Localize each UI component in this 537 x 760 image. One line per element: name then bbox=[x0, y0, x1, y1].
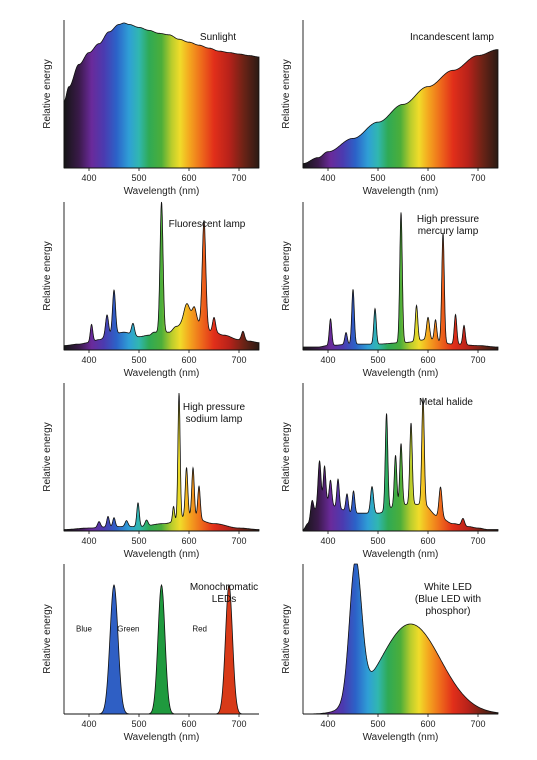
x-tick-label: 500 bbox=[131, 719, 146, 729]
chart-sodium-lamp: 400 500 600 700 Wavelength (nm) Relative ener… bbox=[42, 383, 260, 560]
chart-sunlight: 400 500 600 700 Wavelength (nm) Relative ener… bbox=[42, 20, 260, 197]
x-tick-label: 600 bbox=[420, 536, 435, 546]
spectrum-curve bbox=[302, 397, 499, 532]
chart-title-line: Sunlight bbox=[200, 32, 236, 43]
y-axis-label: Relative energy bbox=[281, 59, 292, 128]
x-tick-label: 500 bbox=[131, 173, 146, 183]
chart-incandescent-lamp: 400 500 600 700 Wavelength (nm) Relative ener… bbox=[281, 20, 499, 197]
chart-title-line: White LED bbox=[424, 582, 472, 593]
x-tick-label: 400 bbox=[320, 719, 335, 729]
x-tick-label: 700 bbox=[470, 536, 485, 546]
x-tick-label: 700 bbox=[231, 355, 246, 365]
x-axis-label: Wavelength (nm) bbox=[124, 732, 200, 743]
spectrum-curve bbox=[302, 212, 499, 351]
y-axis-label: Relative energy bbox=[281, 241, 292, 310]
y-axis-label: Relative energy bbox=[42, 59, 53, 128]
chart-white-led: 400 500 600 700 Wavelength (nm) Relative ener… bbox=[281, 563, 499, 743]
chart-title-line: Incandescent lamp bbox=[410, 32, 494, 43]
chart-title-line: Monochromatic bbox=[190, 582, 258, 593]
spectrum-curve bbox=[303, 563, 499, 715]
x-tick-label: 600 bbox=[420, 173, 435, 183]
x-tick-label: 400 bbox=[81, 719, 96, 729]
x-tick-label: 500 bbox=[370, 173, 385, 183]
x-tick-label: 500 bbox=[370, 355, 385, 365]
y-axis-label: Relative energy bbox=[42, 604, 53, 673]
chart-title-line: sodium lamp bbox=[186, 414, 243, 425]
x-tick-label: 600 bbox=[420, 355, 435, 365]
chart-metal-halide: 400 500 600 700 Wavelength (nm) Relative ener… bbox=[281, 383, 499, 560]
chart-title-line: Fluorescent lamp bbox=[169, 219, 246, 230]
x-tick-label: 600 bbox=[181, 173, 196, 183]
chart-title-line: High pressure bbox=[183, 402, 246, 413]
x-tick-label: 600 bbox=[181, 355, 196, 365]
x-tick-label: 700 bbox=[231, 536, 246, 546]
y-axis-label: Relative energy bbox=[42, 422, 53, 491]
x-tick-label: 400 bbox=[81, 355, 96, 365]
x-tick-label: 400 bbox=[320, 355, 335, 365]
x-tick-label: 600 bbox=[181, 719, 196, 729]
chart-title-line: (Blue LED with bbox=[415, 594, 481, 605]
spectrum-curve bbox=[63, 201, 260, 351]
x-tick-label: 600 bbox=[420, 719, 435, 729]
x-tick-label: 500 bbox=[131, 536, 146, 546]
series-label-green: Green bbox=[117, 625, 139, 634]
x-tick-label: 700 bbox=[231, 719, 246, 729]
x-tick-label: 400 bbox=[81, 536, 96, 546]
x-axis-label: Wavelength (nm) bbox=[363, 549, 439, 560]
x-axis-label: Wavelength (nm) bbox=[363, 732, 439, 743]
x-axis-label: Wavelength (nm) bbox=[363, 368, 439, 379]
chart-title-line: High pressure bbox=[417, 214, 480, 225]
x-axis-label: Wavelength (nm) bbox=[124, 549, 200, 560]
series-label-blue: Blue bbox=[76, 625, 93, 634]
y-axis-label: Relative energy bbox=[42, 241, 53, 310]
spectrum-curve bbox=[63, 392, 260, 532]
y-axis-label: Relative energy bbox=[281, 604, 292, 673]
spectrum-curve bbox=[302, 49, 499, 169]
chart-title-line: mercury lamp bbox=[418, 226, 479, 237]
x-tick-label: 500 bbox=[370, 536, 385, 546]
chart-monochromatic-leds: Blue Green Red 400 500 600 700 Wavelength (nm) R… bbox=[42, 564, 259, 743]
x-tick-label: 400 bbox=[320, 536, 335, 546]
x-axis-label: Wavelength (nm) bbox=[124, 368, 200, 379]
x-axis-label: Wavelength (nm) bbox=[363, 186, 439, 197]
x-tick-label: 700 bbox=[470, 719, 485, 729]
x-tick-label: 600 bbox=[181, 536, 196, 546]
chart-fluorescent-lamp: 400 500 600 700 Wavelength (nm) Relative ener… bbox=[42, 201, 260, 379]
x-tick-label: 500 bbox=[131, 355, 146, 365]
chart-title-line: Metal halide bbox=[419, 397, 473, 408]
x-tick-label: 400 bbox=[320, 173, 335, 183]
series-label-red: Red bbox=[192, 625, 207, 634]
x-tick-label: 700 bbox=[231, 173, 246, 183]
x-axis-label: Wavelength (nm) bbox=[124, 186, 200, 197]
y-axis-label: Relative energy bbox=[281, 422, 292, 491]
x-tick-label: 700 bbox=[470, 173, 485, 183]
chart-title-line: phosphor) bbox=[425, 606, 470, 617]
x-tick-label: 700 bbox=[470, 355, 485, 365]
chart-mercury-lamp: 400 500 600 700 Wavelength (nm) Relative ener… bbox=[281, 202, 499, 379]
x-tick-label: 400 bbox=[81, 173, 96, 183]
spectrum-curve bbox=[63, 22, 260, 169]
x-tick-label: 500 bbox=[370, 719, 385, 729]
chart-title-line: LEDs bbox=[212, 594, 236, 605]
